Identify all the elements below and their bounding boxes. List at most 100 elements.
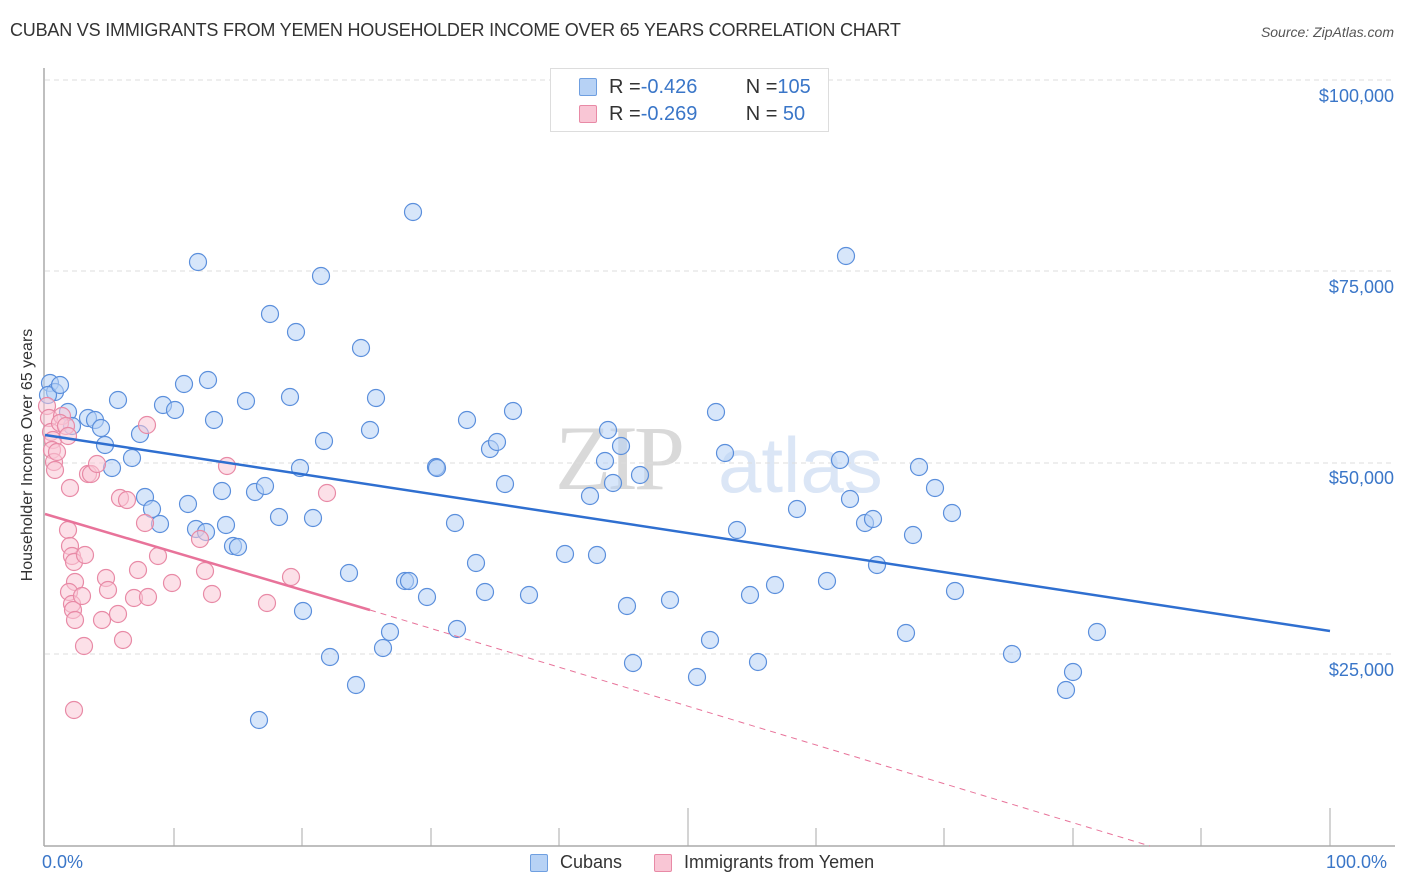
data-point: [867, 555, 887, 575]
x-tick-100: 100.0%: [1326, 852, 1388, 872]
data-point: [617, 596, 637, 616]
data-point: [817, 571, 837, 591]
data-point: [603, 473, 623, 493]
data-point: [1063, 662, 1083, 682]
data-point: [399, 571, 419, 591]
data-point: [204, 410, 224, 430]
r-label: R =: [609, 102, 641, 125]
correlation-legend: R = -0.426 N = 105 R = -0.269 N = 50: [550, 68, 829, 132]
data-point: [863, 509, 883, 529]
data-point: [137, 415, 157, 435]
data-point: [188, 252, 208, 272]
x-tick-0: 0.0%: [42, 852, 84, 872]
legend-item-yemen[interactable]: Immigrants from Yemen: [654, 852, 874, 873]
legend-item-cubans[interactable]: Cubans: [530, 852, 622, 873]
legend-label-yemen: Immigrants from Yemen: [684, 852, 875, 872]
data-point: [217, 456, 237, 476]
data-point: [765, 575, 785, 595]
data-point: [706, 402, 726, 422]
chart-title: CUBAN VS IMMIGRANTS FROM YEMEN HOUSEHOLD…: [10, 20, 901, 40]
data-point: [320, 647, 340, 667]
data-point: [162, 573, 182, 593]
data-point: [830, 450, 850, 470]
data-point: [113, 630, 133, 650]
yemen-swatch-icon: [654, 853, 673, 872]
data-point: [98, 580, 118, 600]
data-point: [102, 458, 122, 478]
data-point: [190, 529, 210, 549]
cubans-swatch-icon: [579, 78, 597, 96]
data-point: [373, 638, 393, 658]
data-point: [50, 375, 70, 395]
data-point: [260, 304, 280, 324]
data-point: [75, 545, 95, 565]
data-point: [135, 513, 155, 533]
data-point: [108, 604, 128, 624]
data-point: [280, 387, 300, 407]
data-point: [942, 503, 962, 523]
legend-label-cubans: Cubans: [560, 852, 623, 872]
data-point: [228, 537, 248, 557]
data-point: [293, 601, 313, 621]
data-point: [403, 202, 423, 222]
data-point: [74, 636, 94, 656]
legend-row-cubans: R = -0.426 N = 105: [579, 75, 811, 99]
data-point: [108, 390, 128, 410]
data-point: [623, 653, 643, 673]
data-point: [945, 581, 965, 601]
data-point: [457, 410, 477, 430]
data-point: [519, 585, 539, 605]
data-point: [128, 560, 148, 580]
series-legend: Cubans Immigrants from Yemen: [530, 852, 906, 873]
data-point: [351, 338, 371, 358]
data-point: [595, 451, 615, 471]
n-label: N =: [745, 75, 778, 98]
x-ticks: [173, 808, 1331, 846]
data-point: [255, 476, 275, 496]
data-point: [896, 623, 916, 643]
data-point: [216, 515, 236, 535]
data-point: [360, 420, 380, 440]
data-point: [598, 420, 618, 440]
data-point: [286, 322, 306, 342]
n-label: N =: [745, 102, 778, 125]
data-point: [122, 448, 142, 468]
y-tick-50000: $50,000: [1328, 468, 1394, 488]
trendline-cubans: [44, 433, 1331, 633]
data-point: [72, 586, 92, 606]
data-point: [346, 675, 366, 695]
data-point: [715, 443, 735, 463]
data-point: [64, 700, 84, 720]
data-point: [630, 465, 650, 485]
data-point: [380, 622, 400, 642]
cubans-swatch-icon: [530, 853, 548, 872]
data-point: [87, 454, 107, 474]
data-point: [787, 499, 807, 519]
data-point: [840, 489, 860, 509]
data-point: [903, 525, 923, 545]
legend-row-yemen: R = -0.269 N = 50: [579, 102, 805, 126]
data-point: [555, 544, 575, 564]
trendline-yemen-dashed: [369, 609, 1151, 847]
data-point: [58, 520, 78, 540]
r-value: -0.269: [640, 102, 698, 125]
data-point: [1002, 644, 1022, 664]
data-point: [339, 563, 359, 583]
series-cubans-points: [38, 202, 1107, 730]
data-point: [466, 553, 486, 573]
data-point: [748, 652, 768, 672]
data-point: [925, 478, 945, 498]
data-point: [836, 246, 856, 266]
watermark-zip: ZIP: [555, 407, 685, 509]
data-point: [178, 494, 198, 514]
data-point: [475, 582, 495, 602]
data-point: [138, 587, 158, 607]
y-tick-75000: $75,000: [1328, 277, 1394, 297]
data-point: [660, 590, 680, 610]
data-point: [587, 545, 607, 565]
data-point: [202, 584, 222, 604]
data-point: [165, 400, 185, 420]
data-point: [487, 432, 507, 452]
data-point: [269, 507, 289, 527]
